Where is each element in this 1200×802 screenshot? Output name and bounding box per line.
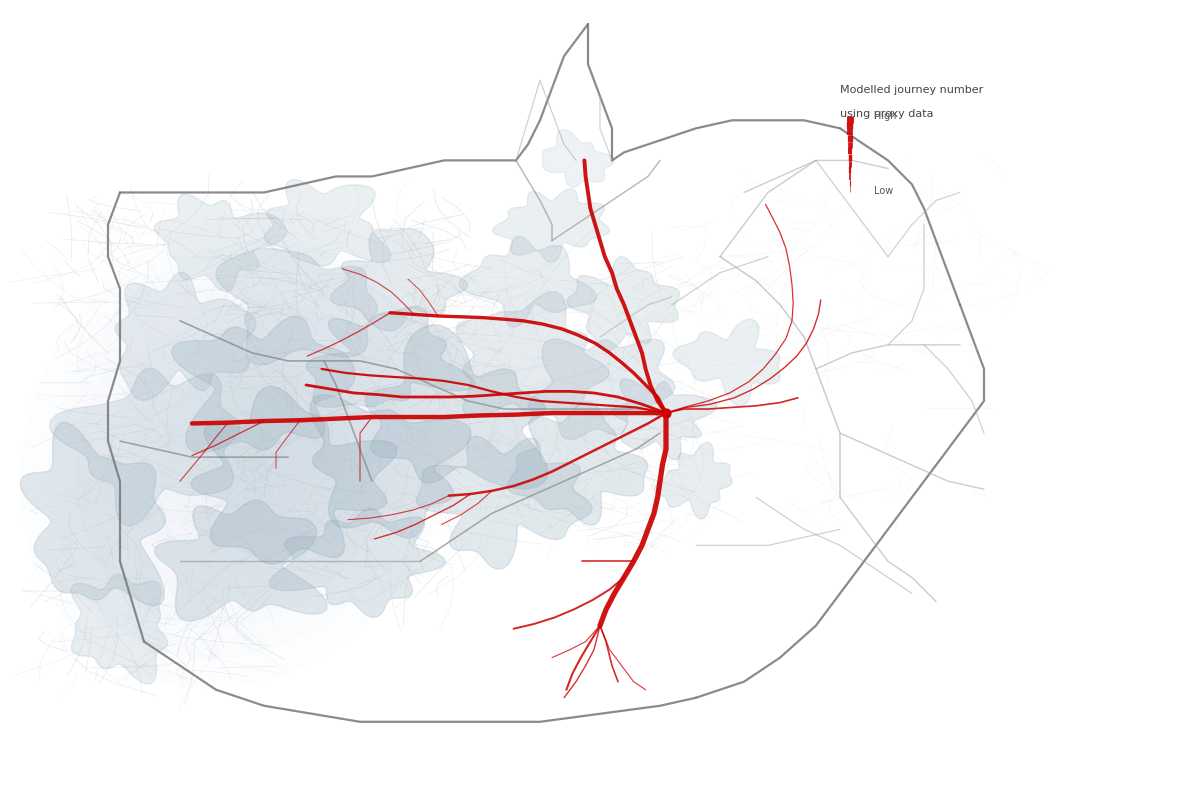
Point [656, 407, 676, 419]
Polygon shape [269, 508, 445, 618]
Polygon shape [49, 368, 240, 526]
Polygon shape [566, 257, 679, 350]
Polygon shape [528, 339, 674, 439]
Polygon shape [191, 386, 397, 565]
Polygon shape [612, 379, 718, 460]
Polygon shape [306, 306, 475, 407]
Polygon shape [20, 423, 166, 606]
Text: Modelled journey number: Modelled journey number [840, 85, 983, 95]
Polygon shape [115, 272, 256, 401]
Polygon shape [154, 194, 287, 292]
Polygon shape [155, 500, 326, 621]
Polygon shape [508, 402, 648, 525]
Polygon shape [673, 319, 780, 406]
Polygon shape [216, 249, 378, 365]
Polygon shape [172, 316, 355, 453]
Polygon shape [365, 325, 548, 488]
Polygon shape [654, 442, 732, 519]
Polygon shape [456, 292, 610, 417]
Polygon shape [311, 395, 470, 538]
Polygon shape [493, 189, 610, 262]
Polygon shape [71, 574, 168, 684]
Polygon shape [460, 237, 596, 327]
Polygon shape [542, 129, 614, 188]
Text: High: High [874, 111, 896, 121]
Polygon shape [331, 229, 468, 331]
Polygon shape [416, 436, 592, 569]
Text: using proxy data: using proxy data [840, 109, 934, 119]
Polygon shape [264, 180, 390, 266]
Text: Low: Low [874, 186, 893, 196]
